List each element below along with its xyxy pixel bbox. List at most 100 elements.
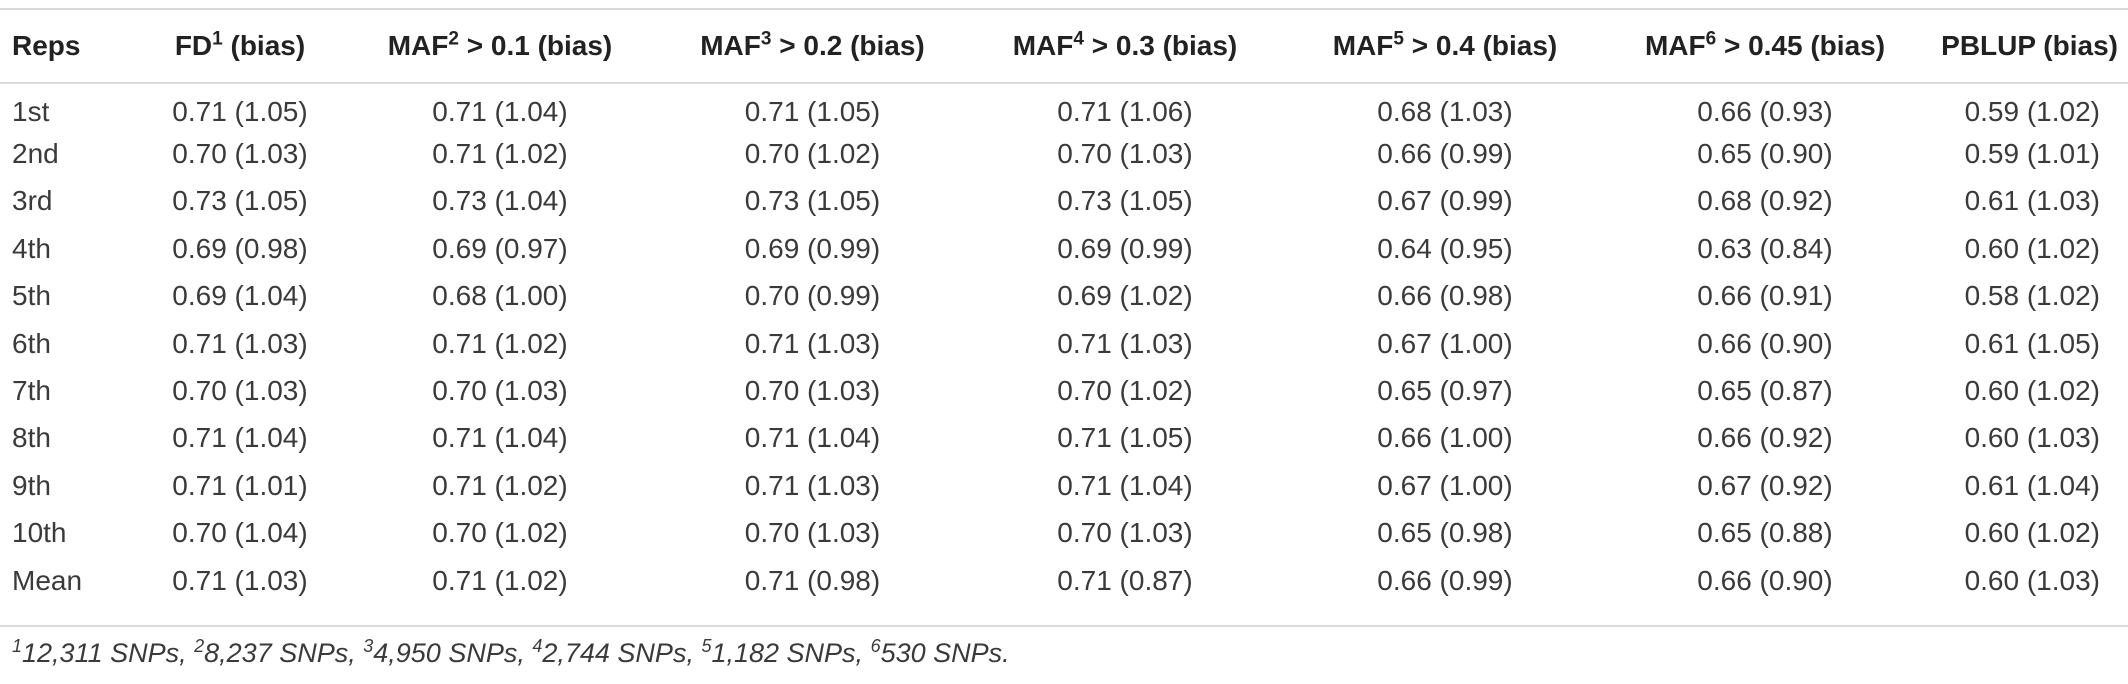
- value-cell: 0.69 (1.04): [172, 280, 308, 312]
- value-cell: 0.71 (1.03): [744, 469, 881, 501]
- footnote-mark-5: 5: [701, 636, 712, 656]
- value-cell: 0.71 (1.05): [744, 96, 881, 128]
- value-cell: 0.67 (0.99): [1377, 185, 1513, 217]
- value-cell: 0.73 (1.04): [432, 185, 568, 217]
- table-row: 3rd 0.73 (1.05) 0.73 (1.04) 0.73 (1.05) 0.73…: [0, 178, 2128, 225]
- row-label-cell: 3rd: [12, 185, 53, 217]
- value-cell: 0.61 (1.04): [1964, 469, 2100, 501]
- row-label-cell: 9th: [12, 469, 51, 501]
- table-row: 6th 0.71 (1.03) 0.71 (1.02) 0.71 (1.03) 0.71…: [0, 320, 2128, 367]
- value-cell: 0.70 (1.03): [1057, 517, 1193, 549]
- footnote-text-2: 8,237 SNPs,: [204, 638, 364, 668]
- value-cell: 0.65 (0.90): [1697, 138, 1833, 170]
- header-row: Reps FD1 (bias) MAF2 > 0.1 (bias) MAF3 >…: [0, 9, 2128, 83]
- table-row: 8th 0.71 (1.04) 0.71 (1.04) 0.71 (1.04) 0.71…: [0, 415, 2128, 462]
- value-cell: 0.68 (1.00): [432, 280, 568, 312]
- value-cell: 0.71 (1.04): [744, 422, 881, 454]
- value-cell: 0.59 (1.01): [1964, 138, 2100, 170]
- value-cell: 0.66 (0.90): [1697, 327, 1833, 359]
- footnote-mark-4: 4: [532, 636, 543, 656]
- value-cell: 0.71 (1.04): [432, 422, 568, 454]
- header-pblup: PBLUP (bias): [1941, 30, 2118, 61]
- row-label-cell: 8th: [12, 422, 51, 454]
- value-cell: 0.71 (1.03): [172, 564, 308, 596]
- value-cell: 0.69 (0.99): [744, 232, 881, 264]
- value-cell: 0.59 (1.02): [1964, 96, 2100, 128]
- table-body: 1st 0.71 (1.05) 0.71 (1.04) 0.71 (1.05) 0.71…: [0, 83, 2128, 604]
- value-cell: 0.70 (1.03): [432, 375, 568, 407]
- footnote-text-1: 12,311 SNPs,: [22, 638, 195, 668]
- value-cell: 0.71 (1.04): [432, 96, 568, 128]
- value-cell: 0.71 (1.03): [744, 327, 881, 359]
- value-cell: 0.67 (1.00): [1377, 469, 1513, 501]
- value-cell: 0.70 (0.99): [744, 280, 881, 312]
- footnote-text-5: 1,182 SNPs,: [711, 638, 871, 668]
- value-cell: 0.71 (1.01): [172, 469, 308, 501]
- value-cell: 0.70 (1.03): [1057, 138, 1193, 170]
- header-maf-0-1: MAF2 > 0.1 (bias): [387, 28, 613, 61]
- table-row: 5th 0.69 (1.04) 0.68 (1.00) 0.70 (0.99) 0.69…: [0, 273, 2128, 320]
- table-row: 1st 0.71 (1.05) 0.71 (1.04) 0.71 (1.05) 0.71…: [0, 83, 2128, 130]
- value-cell: 0.66 (0.99): [1377, 138, 1513, 170]
- value-cell: 0.70 (1.03): [744, 517, 881, 549]
- value-cell: 0.73 (1.05): [744, 185, 881, 217]
- value-cell: 0.71 (1.02): [432, 564, 568, 596]
- header-maf-0-4-footnote-mark: 5: [1393, 28, 1404, 50]
- value-cell: 0.73 (1.05): [172, 185, 308, 217]
- value-cell: 0.69 (1.02): [1057, 280, 1193, 312]
- row-label-cell: Mean: [12, 564, 83, 596]
- value-cell: 0.60 (1.03): [1964, 564, 2100, 596]
- header-maf-0-45: MAF6 > 0.45 (bias): [1644, 28, 1886, 61]
- value-cell: 0.71 (1.04): [1057, 469, 1193, 501]
- value-cell: 0.65 (0.87): [1697, 375, 1833, 407]
- header-maf-0-3: MAF4 > 0.3 (bias): [1012, 28, 1238, 61]
- value-cell: 0.58 (1.02): [1964, 280, 2100, 312]
- value-cell: 0.71 (1.02): [432, 327, 568, 359]
- value-cell: 0.66 (0.98): [1377, 280, 1513, 312]
- value-cell: 0.71 (1.05): [172, 96, 308, 128]
- results-table: Reps FD1 (bias) MAF2 > 0.1 (bias) MAF3 >…: [0, 8, 2128, 604]
- row-label-cell: 5th: [12, 280, 51, 312]
- value-cell: 0.63 (0.84): [1697, 232, 1833, 264]
- footnote-mark-2: 2: [194, 636, 205, 656]
- value-cell: 0.61 (1.05): [1964, 327, 2100, 359]
- value-cell: 0.66 (0.99): [1377, 564, 1513, 596]
- value-cell: 0.71 (1.02): [432, 469, 568, 501]
- footnote-text-4: 2,744 SNPs,: [542, 638, 702, 668]
- value-cell: 0.61 (1.03): [1964, 185, 2100, 217]
- value-cell: 0.70 (1.03): [172, 138, 308, 170]
- value-cell: 0.68 (1.03): [1377, 96, 1513, 128]
- table-row: 4th 0.69 (0.98) 0.69 (0.97) 0.69 (0.99) 0.69…: [0, 225, 2128, 272]
- header-maf-0-2-footnote-mark: 3: [760, 28, 772, 50]
- footnote-text-6: 530 SNPs.: [880, 638, 1010, 668]
- value-cell: 0.65 (0.97): [1377, 375, 1513, 407]
- table-row: Mean 0.71 (1.03) 0.71 (1.02) 0.71 (0.98) 0.7…: [0, 557, 2128, 604]
- row-label-cell: 2nd: [12, 138, 59, 170]
- value-cell: 0.66 (0.91): [1697, 280, 1833, 312]
- value-cell: 0.68 (0.92): [1697, 185, 1833, 217]
- row-label-cell: 10th: [12, 517, 67, 549]
- value-cell: 0.71 (1.02): [432, 138, 568, 170]
- table-row: 2nd 0.70 (1.03) 0.71 (1.02) 0.70 (1.02) 0.70…: [0, 130, 2128, 177]
- row-label-cell: 6th: [12, 327, 51, 359]
- value-cell: 0.70 (1.03): [172, 375, 308, 407]
- value-cell: 0.71 (1.04): [172, 422, 308, 454]
- row-label-cell: 7th: [12, 375, 51, 407]
- value-cell: 0.69 (0.97): [432, 232, 568, 264]
- value-cell: 0.71 (1.05): [1057, 422, 1193, 454]
- header-maf-0-45-footnote-mark: 6: [1705, 28, 1717, 50]
- value-cell: 0.70 (1.02): [432, 517, 568, 549]
- value-cell: 0.65 (0.98): [1377, 517, 1513, 549]
- header-fd-footnote-mark: 1: [212, 28, 223, 50]
- value-cell: 0.60 (1.03): [1964, 422, 2100, 454]
- value-cell: 0.66 (0.92): [1697, 422, 1833, 454]
- footnote-mark-1: 1: [12, 636, 23, 656]
- value-cell: 0.71 (0.87): [1057, 564, 1193, 596]
- value-cell: 0.67 (1.00): [1377, 327, 1513, 359]
- table-header: Reps FD1 (bias) MAF2 > 0.1 (bias) MAF3 >…: [0, 9, 2128, 83]
- value-cell: 0.69 (0.98): [172, 232, 308, 264]
- value-cell: 0.69 (0.99): [1057, 232, 1193, 264]
- value-cell: 0.65 (0.88): [1697, 517, 1833, 549]
- value-cell: 0.64 (0.95): [1377, 232, 1513, 264]
- value-cell: 0.60 (1.02): [1964, 517, 2100, 549]
